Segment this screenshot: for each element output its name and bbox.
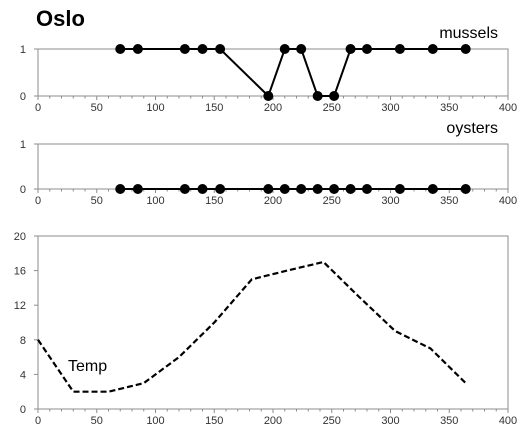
data-point bbox=[263, 184, 274, 194]
x-tick-label: 200 bbox=[264, 195, 282, 207]
panel-temp: 0 50 100 150 200 250 300 350 400 0 4 8 12 16 20 Temp bbox=[14, 231, 517, 427]
data-point bbox=[115, 184, 126, 194]
data-point bbox=[263, 91, 274, 101]
data-point bbox=[279, 44, 290, 54]
x-tick-label: 150 bbox=[205, 195, 223, 207]
y-tick-label: 16 bbox=[14, 266, 26, 278]
data-point bbox=[312, 184, 323, 194]
plot-frame bbox=[37, 143, 509, 190]
x-tick-label: 250 bbox=[323, 195, 341, 207]
data-point bbox=[362, 184, 372, 194]
x-tick-label: 100 bbox=[146, 195, 164, 207]
series-label-temp: Temp bbox=[68, 358, 107, 375]
data-point bbox=[460, 184, 471, 194]
x-tick-label: 100 bbox=[146, 415, 164, 427]
x-tick-label: 200 bbox=[264, 102, 282, 114]
y-tick-label: 0 bbox=[20, 404, 26, 416]
x-tick-label: 350 bbox=[440, 415, 458, 427]
data-point bbox=[179, 44, 190, 54]
data-point bbox=[345, 44, 356, 54]
data-point bbox=[197, 184, 208, 194]
chart-title: Oslo bbox=[36, 6, 85, 31]
x-tick-label: 50 bbox=[91, 415, 103, 427]
x-tick-label: 150 bbox=[205, 102, 223, 114]
y-tick-label: 4 bbox=[20, 369, 26, 381]
data-point bbox=[197, 44, 208, 54]
data-point bbox=[115, 44, 126, 54]
data-point bbox=[179, 184, 190, 194]
x-tick-label: 250 bbox=[323, 102, 341, 114]
data-point bbox=[427, 44, 438, 54]
x-tick-label: 400 bbox=[499, 195, 517, 207]
x-tick-label: 300 bbox=[381, 102, 399, 114]
series-label-mussels: mussels bbox=[439, 25, 498, 42]
data-point bbox=[345, 184, 356, 194]
data-point bbox=[215, 184, 226, 194]
data-point bbox=[296, 184, 307, 194]
y-tick-label: 0 bbox=[20, 184, 26, 196]
y-tick-label: 12 bbox=[14, 300, 26, 312]
x-tick-label: 350 bbox=[440, 102, 458, 114]
y-tick-label: 0 bbox=[20, 91, 26, 103]
x-tick-label: 400 bbox=[499, 415, 517, 427]
data-point bbox=[329, 184, 340, 194]
y-tick-label: 20 bbox=[14, 231, 26, 243]
data-point bbox=[329, 91, 340, 101]
x-tick-label: 350 bbox=[440, 195, 458, 207]
plot-frame bbox=[37, 235, 509, 410]
data-point bbox=[427, 184, 438, 194]
x-tick-label: 250 bbox=[323, 415, 341, 427]
data-point bbox=[132, 184, 143, 194]
data-point bbox=[460, 44, 471, 54]
x-tick-label: 50 bbox=[91, 195, 103, 207]
panel-mussels: 0 50 100 150 200 250 300 350 400 0 1 mussels bbox=[20, 25, 517, 114]
data-point bbox=[215, 44, 226, 54]
data-point bbox=[394, 184, 405, 194]
panel-oysters: 0 50 100 150 200 250 300 350 400 0 1 oysters bbox=[20, 120, 517, 207]
x-tick-label: 150 bbox=[205, 415, 223, 427]
x-tick-label: 400 bbox=[499, 102, 517, 114]
data-point bbox=[394, 44, 405, 54]
series-line-mussels bbox=[120, 48, 466, 98]
x-tick-label: 200 bbox=[264, 415, 282, 427]
x-tick-label: 0 bbox=[35, 415, 41, 427]
data-point bbox=[132, 44, 143, 54]
x-tick-label: 50 bbox=[91, 102, 103, 114]
data-point bbox=[362, 44, 372, 54]
y-tick-label: 1 bbox=[20, 44, 26, 56]
series-label-oysters: oysters bbox=[446, 120, 498, 137]
series-line-temp bbox=[37, 260, 467, 393]
x-tick-label: 300 bbox=[381, 415, 399, 427]
x-tick-label: 0 bbox=[35, 195, 41, 207]
data-point bbox=[312, 91, 323, 101]
plot-frame bbox=[37, 48, 509, 97]
y-tick-label: 1 bbox=[20, 139, 26, 151]
data-point bbox=[296, 44, 307, 54]
y-tick-label: 8 bbox=[20, 335, 26, 347]
x-tick-label: 100 bbox=[146, 102, 164, 114]
x-tick-label: 300 bbox=[381, 195, 399, 207]
data-point bbox=[279, 184, 290, 194]
x-tick-label: 0 bbox=[35, 102, 41, 114]
